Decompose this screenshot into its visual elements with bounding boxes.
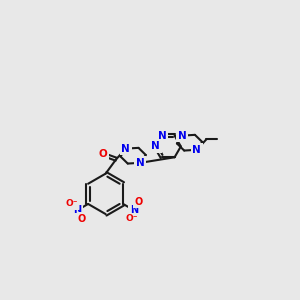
Text: O: O bbox=[98, 149, 107, 159]
Text: N: N bbox=[73, 205, 81, 215]
Text: O⁻: O⁻ bbox=[65, 199, 77, 208]
Text: N: N bbox=[193, 145, 201, 155]
Text: N: N bbox=[136, 158, 145, 168]
Text: O⁻: O⁻ bbox=[125, 214, 138, 223]
Text: N: N bbox=[152, 141, 160, 152]
Text: N: N bbox=[122, 144, 130, 154]
Text: N: N bbox=[158, 130, 167, 141]
Text: O: O bbox=[78, 214, 86, 224]
Text: N: N bbox=[122, 144, 130, 154]
Text: O: O bbox=[135, 197, 143, 207]
Text: N: N bbox=[130, 205, 138, 215]
Text: N: N bbox=[178, 130, 187, 141]
